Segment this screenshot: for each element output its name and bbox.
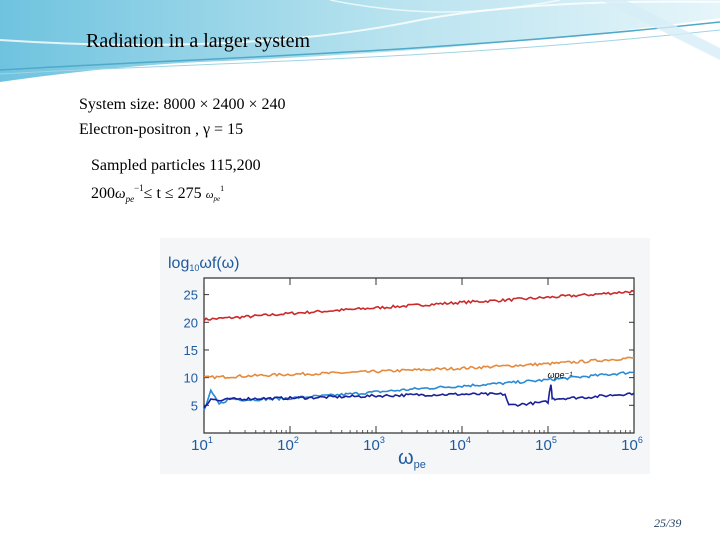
omega-pe-annotation: ωpe⁻¹: [548, 370, 573, 380]
sampled-particles-text: Sampled particles 115,200: [91, 157, 261, 174]
slide-title: Radiation in a larger system: [86, 30, 311, 52]
series-line-red: [203, 289, 635, 322]
inverse-exponent: −1: [134, 183, 144, 193]
header-decoration: [0, 0, 720, 82]
y-tick-label: 25: [184, 288, 198, 303]
y-tick-label: 15: [184, 343, 198, 358]
x-axis-label: ωpe: [398, 447, 426, 471]
small-omega-symbol: ω: [205, 189, 214, 201]
x-tick-label: 101: [191, 435, 213, 454]
page-number: 25/39: [654, 516, 682, 530]
x-tick-label: 104: [449, 435, 471, 454]
species-text: Electron-positron , γ = 15: [79, 121, 244, 138]
series-line-orange: [203, 356, 635, 380]
system-size-text: System size: 8000 × 2400 × 240: [79, 96, 286, 113]
time-start: 200: [91, 185, 115, 202]
x-tick-label: 106: [621, 435, 643, 454]
x-tick-label: 105: [535, 435, 557, 454]
y-tick-label: 20: [184, 315, 198, 330]
time-range-text: 200ωpe−1≤ t ≤ 275 ωpe1: [91, 183, 224, 204]
x-tick-label: 103: [363, 435, 385, 454]
small-exponent: 1: [220, 184, 225, 193]
time-inequality: ≤ t ≤ 275: [143, 185, 202, 202]
y-tick-label: 5: [191, 398, 198, 413]
y-axis-label: log10ωf(ω): [168, 255, 239, 273]
pe-subscript: pe: [125, 194, 135, 204]
series-line-dark-blue: [203, 384, 635, 409]
small-pe-subscript: pe: [213, 195, 221, 203]
x-tick-label: 102: [277, 435, 299, 454]
omega-symbol: ω: [115, 186, 126, 202]
y-tick-label: 10: [184, 371, 198, 386]
